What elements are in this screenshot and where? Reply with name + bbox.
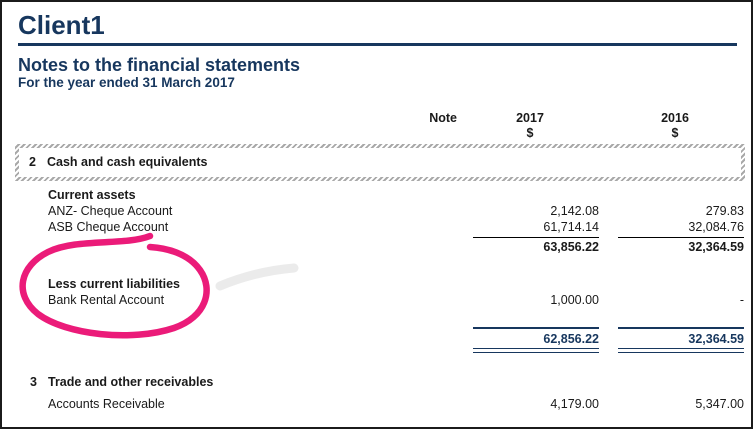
subtotal-row: 63,856.22 32,364.59 [2,236,751,255]
currency-2016: $ [671,125,679,140]
currency-2017: $ [526,125,534,140]
note-title: Cash and cash equivalents [47,154,208,169]
amount-2017: 4,179.00 [550,396,599,411]
account-label: Bank Rental Account [48,292,165,307]
client-underline [18,43,737,46]
note-title-row: 2 Cash and cash equivalents [19,154,741,170]
selected-note-inner: 2 Cash and cash equivalents [19,147,741,177]
client-name: Client1 [18,10,105,40]
note-number: 3 [30,374,37,389]
account-label: Accounts Receivable [48,396,165,411]
note-title: Trade and other receivables [48,374,214,389]
note-number: 2 [29,154,36,169]
group-header-row: Current assets [2,187,751,203]
amount-2016: 5,347.00 [695,396,744,411]
group-header-label: Less current liabilities [48,276,180,291]
amount-2016: - [739,292,744,307]
subtotal-2016: 32,364.59 [618,236,744,255]
account-label: ANZ- Cheque Account [48,203,173,218]
amount-2017: 1,000.00 [550,292,599,307]
note-title-row: 3 Trade and other receivables [2,374,751,390]
account-row: Accounts Receivable 4,179.00 5,347.00 [2,396,751,412]
note-column-header: Note [429,110,457,125]
account-row: Bank Rental Account 1,000.00 - [2,292,751,308]
selected-note-section[interactable]: 2 Cash and cash equivalents [15,143,745,181]
report-title: Notes to the financial statements [18,54,301,75]
report-header: Client1 Notes to the financial statement… [2,2,751,91]
column-header-row: Note 2017 2016 [2,111,751,126]
group-header-row: Less current liabilities [2,276,751,292]
subtotal-2017: 63,856.22 [473,236,599,255]
account-label: ASB Cheque Account [48,219,169,234]
account-row: ANZ- Cheque Account 2,142.08 279.83 [2,203,751,219]
year-2016-header: 2016 [661,110,689,125]
amount-2016: 32,084.76 [688,219,744,234]
total-2016: 32,364.59 [618,326,744,353]
total-2017: 62,856.22 [473,326,599,353]
currency-symbol-row: $ $ [2,126,751,140]
amount-2017: 2,142.08 [550,203,599,218]
amount-2016: 279.83 [705,203,744,218]
group-header-label: Current assets [48,187,136,202]
amount-2017: 61,714.14 [543,219,599,234]
account-row: ASB Cheque Account 61,714.14 32,084.76 [2,219,751,235]
report-period: For the year ended 31 March 2017 [18,74,235,90]
year-2017-header: 2017 [516,110,544,125]
total-row: 62,856.22 32,364.59 [2,326,751,353]
